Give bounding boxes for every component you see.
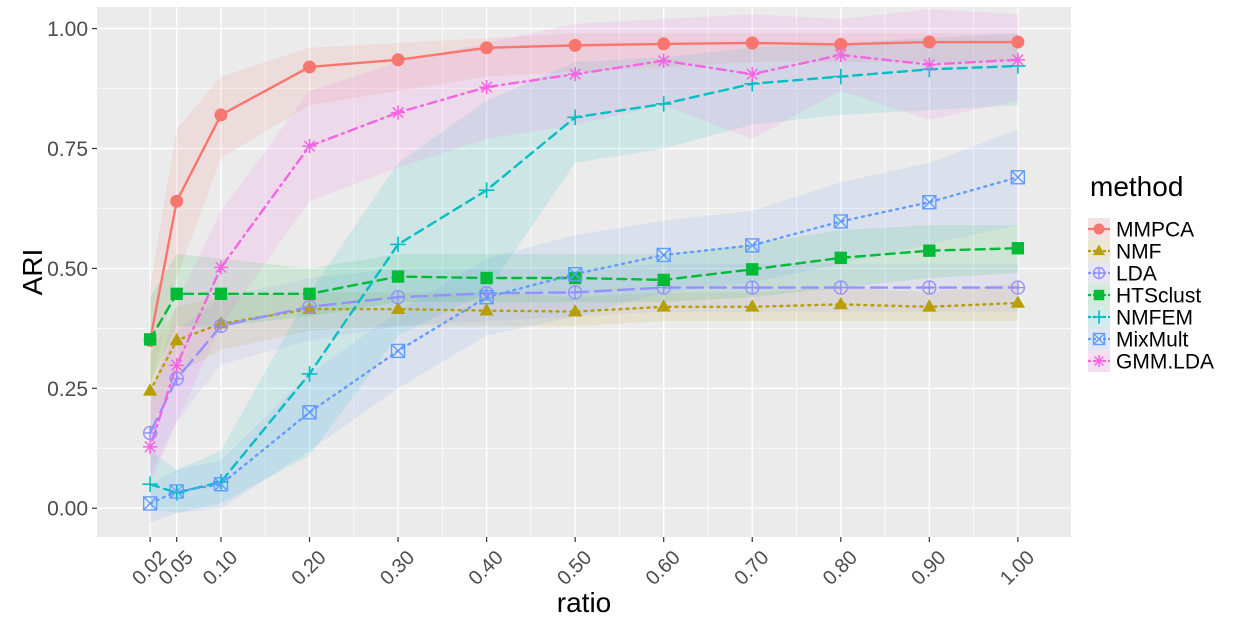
point-htsclust-4 bbox=[392, 270, 404, 282]
point-gmm-lda-0 bbox=[143, 440, 157, 454]
x-tick-label: 0.70 bbox=[730, 547, 773, 590]
legend-label: MMPCA bbox=[1116, 219, 1194, 242]
legend-label: NMF bbox=[1116, 241, 1162, 264]
point-gmm-lda-9 bbox=[834, 48, 848, 62]
x-tick-label: 0.30 bbox=[376, 547, 419, 590]
point-lda-2 bbox=[214, 319, 227, 332]
point-lda-3 bbox=[303, 300, 316, 313]
legend-label: NMFEM bbox=[1116, 307, 1193, 330]
legend-key-gmm-lda bbox=[1088, 350, 1110, 372]
x-tick-label: 0.90 bbox=[907, 547, 950, 590]
legend-key-lda bbox=[1088, 262, 1110, 284]
point-mmpca-1 bbox=[170, 195, 183, 208]
legend-label: GMM.LDA bbox=[1116, 351, 1214, 374]
legend-marker bbox=[1093, 355, 1105, 367]
point-mmpca-7 bbox=[657, 37, 670, 50]
point-gmm-lda-1 bbox=[170, 358, 184, 372]
point-gmm-lda-3 bbox=[302, 139, 316, 153]
x-axis-title: ratio bbox=[557, 587, 611, 618]
y-tick-label: 1.00 bbox=[47, 18, 88, 41]
point-lda-6 bbox=[569, 286, 582, 299]
point-gmm-lda-10 bbox=[922, 57, 936, 71]
point-htsclust-10 bbox=[923, 244, 935, 256]
y-tick-label: 0.25 bbox=[47, 378, 88, 401]
point-lda-4 bbox=[392, 291, 405, 304]
point-mmpca-6 bbox=[569, 39, 582, 52]
point-mmpca-10 bbox=[923, 36, 936, 49]
x-tick-label: 0.10 bbox=[199, 547, 242, 590]
point-lda-1 bbox=[170, 372, 183, 385]
point-gmm-lda-11 bbox=[1011, 53, 1025, 67]
point-gmm-lda-8 bbox=[745, 67, 759, 81]
point-htsclust-7 bbox=[658, 274, 670, 286]
x-tick-label: 0.50 bbox=[553, 547, 596, 590]
point-lda-10 bbox=[923, 281, 936, 294]
point-mmpca-3 bbox=[303, 60, 316, 73]
y-axis: 0.00 0.25 0.50 0.75 1.00 bbox=[47, 18, 97, 521]
point-htsclust-8 bbox=[746, 263, 758, 275]
point-mmpca-4 bbox=[392, 53, 405, 66]
point-gmm-lda-2 bbox=[214, 260, 228, 274]
legend-key-mixmult bbox=[1088, 328, 1110, 350]
legend-label: HTSclust bbox=[1116, 285, 1201, 308]
point-gmm-lda-5 bbox=[479, 80, 493, 94]
x-tick-label: 0.40 bbox=[465, 547, 508, 590]
point-htsclust-11 bbox=[1012, 242, 1024, 254]
point-mmpca-8 bbox=[746, 36, 759, 49]
point-htsclust-9 bbox=[835, 252, 847, 264]
x-tick-label: 0.20 bbox=[288, 547, 331, 590]
legend-label: MixMult bbox=[1116, 329, 1188, 352]
point-lda-0 bbox=[144, 426, 157, 439]
legend-marker bbox=[1094, 224, 1105, 235]
y-tick-label: 0.75 bbox=[47, 138, 88, 161]
point-htsclust-3 bbox=[303, 288, 315, 300]
point-lda-8 bbox=[746, 281, 759, 294]
y-tick-label: 0.00 bbox=[47, 498, 88, 521]
legend-label: LDA bbox=[1116, 263, 1157, 286]
x-axis: 0.020.05 0.10 0.20 0.30 0.40 0.50 0.60 0.70 0.80… bbox=[128, 537, 1039, 590]
x-tick-label: 0.80 bbox=[819, 547, 862, 590]
legend-key-nmf bbox=[1088, 240, 1110, 262]
x-tick-label: 0.60 bbox=[642, 547, 685, 590]
point-mmpca-2 bbox=[214, 108, 227, 121]
point-htsclust-5 bbox=[480, 272, 492, 284]
point-htsclust-0 bbox=[144, 333, 156, 345]
legend-key-mmpca bbox=[1088, 218, 1110, 240]
y-tick-label: 0.50 bbox=[47, 258, 88, 281]
point-htsclust-2 bbox=[215, 288, 227, 300]
point-lda-9 bbox=[834, 281, 847, 294]
legend-marker bbox=[1094, 268, 1105, 279]
legend-marker bbox=[1094, 290, 1104, 300]
point-lda-11 bbox=[1011, 281, 1024, 294]
point-mmpca-11 bbox=[1011, 36, 1024, 49]
legend: method MMPCANMFLDAHTSclustNMFEMMixMultGM… bbox=[1088, 171, 1214, 374]
legend-title: method bbox=[1090, 171, 1183, 202]
point-gmm-lda-6 bbox=[568, 67, 582, 81]
point-gmm-lda-7 bbox=[657, 54, 671, 68]
point-mmpca-5 bbox=[480, 41, 493, 54]
legend-key-htsclust bbox=[1088, 284, 1110, 306]
x-tick-label: 1.00 bbox=[996, 547, 1039, 590]
legend-key-nmfem bbox=[1088, 306, 1110, 328]
point-htsclust-1 bbox=[171, 288, 183, 300]
y-axis-title: ARI bbox=[17, 249, 48, 296]
point-gmm-lda-4 bbox=[391, 105, 405, 119]
